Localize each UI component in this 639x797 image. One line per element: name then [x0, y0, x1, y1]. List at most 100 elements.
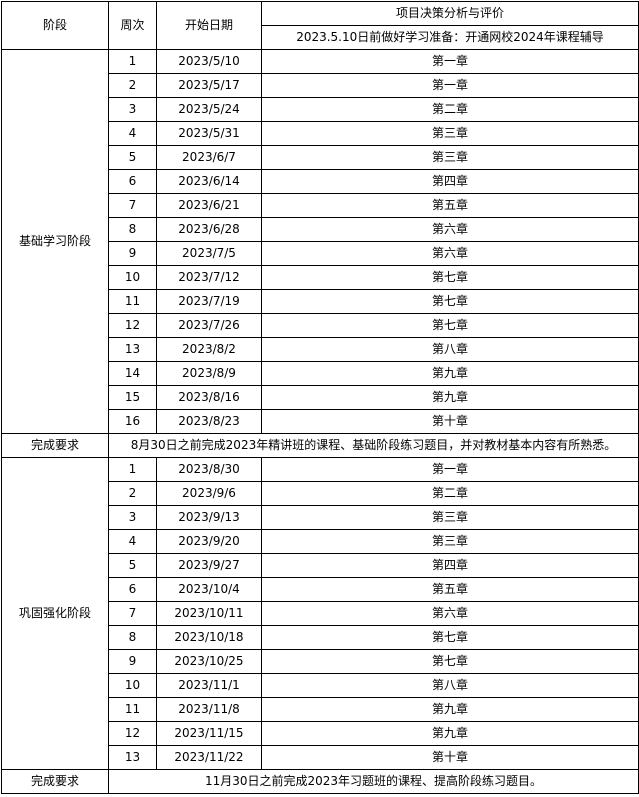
week-cell: 12 — [108, 721, 157, 746]
table-row: 5 2023/9/27 第四章 — [2, 553, 639, 578]
table-row: 基础学习阶段 1 2023/5/10 第一章 — [1, 49, 639, 434]
chapter-cell: 第五章 — [261, 577, 639, 602]
date-cell: 2023/11/8 — [156, 697, 262, 722]
chapter-cell: 第七章 — [261, 649, 639, 674]
chapter-cell: 第四章 — [261, 169, 639, 194]
chapter-cell: 第九章 — [261, 721, 639, 746]
header-prep-note: 2023.5.10日前做好学习准备：开通网校2024年课程辅导 — [261, 25, 639, 50]
date-cell: 2023/8/2 — [156, 337, 262, 362]
chapter-cell: 第五章 — [261, 193, 639, 218]
week-cell: 9 — [108, 241, 157, 266]
chapter-cell: 第三章 — [261, 145, 639, 170]
week-cell: 1 — [108, 457, 157, 482]
table-row: 11 2023/7/19 第七章 — [2, 289, 639, 314]
table-row: 10 2023/11/1 第八章 — [2, 673, 639, 698]
table-row: 2 2023/5/17 第一章 — [2, 73, 639, 98]
table-row: 14 2023/8/9 第九章 — [2, 361, 639, 386]
table-row: 13 2023/8/2 第八章 — [2, 337, 639, 362]
week-cell: 8 — [108, 217, 157, 242]
chapter-cell: 第二章 — [261, 481, 639, 506]
week-cell: 13 — [108, 337, 157, 362]
requirement-label: 完成要求 — [1, 433, 109, 458]
chapter-cell: 第七章 — [261, 625, 639, 650]
table-row: 12 2023/11/15 第九章 — [2, 721, 639, 746]
week-cell: 11 — [108, 697, 157, 722]
date-cell: 2023/7/26 — [156, 313, 262, 338]
date-cell: 2023/9/20 — [156, 529, 262, 554]
table-row: 9 2023/10/25 第七章 — [2, 649, 639, 674]
table-row: 2 2023/9/6 第二章 — [2, 481, 639, 506]
table-row: 6 2023/6/14 第四章 — [2, 169, 639, 194]
date-cell: 2023/10/4 — [156, 577, 262, 602]
chapter-cell: 第三章 — [261, 529, 639, 554]
date-cell: 2023/8/23 — [156, 409, 262, 434]
week-cell: 3 — [108, 505, 157, 530]
chapter-cell: 第九章 — [261, 697, 639, 722]
date-cell: 2023/7/5 — [156, 241, 262, 266]
table-row: 10 2023/7/12 第七章 — [2, 265, 639, 290]
date-cell: 2023/11/1 — [156, 673, 262, 698]
requirement-label: 完成要求 — [1, 769, 109, 794]
date-cell: 2023/10/11 — [156, 601, 262, 626]
table-row: 16 2023/8/23 第十章 — [2, 409, 639, 434]
date-cell: 2023/5/10 — [156, 49, 262, 74]
header-week: 周次 — [108, 1, 157, 50]
requirement-text: 11月30日之前完成2023年习题班的课程、提高阶段练习题目。 — [108, 769, 639, 794]
date-cell: 2023/7/19 — [156, 289, 262, 314]
table-row: 巩固强化阶段 1 2023/8/30 第一章 — [1, 457, 639, 770]
date-cell: 2023/10/25 — [156, 649, 262, 674]
table-row: 8 2023/6/28 第六章 — [2, 217, 639, 242]
week-cell: 1 — [108, 49, 157, 74]
date-cell: 2023/6/7 — [156, 145, 262, 170]
date-cell: 2023/11/22 — [156, 745, 262, 770]
chapter-cell: 第八章 — [261, 337, 639, 362]
table-row: 7 2023/10/11 第六章 — [2, 601, 639, 626]
chapter-cell: 第九章 — [261, 385, 639, 410]
requirement-text: 8月30日之前完成2023年精讲班的课程、基础阶段练习题目，并对教材基本内容有所… — [108, 433, 639, 458]
week-cell: 13 — [108, 745, 157, 770]
chapter-cell: 第四章 — [261, 553, 639, 578]
chapter-cell: 第六章 — [261, 601, 639, 626]
chapter-cell: 第六章 — [261, 241, 639, 266]
chapter-cell: 第一章 — [261, 49, 639, 74]
stage-cell: 巩固强化阶段 — [1, 457, 109, 770]
header-subject: 项目决策分析与评价 — [261, 1, 639, 26]
date-cell: 2023/9/27 — [156, 553, 262, 578]
chapter-cell: 第一章 — [261, 73, 639, 98]
week-cell: 5 — [108, 553, 157, 578]
date-cell: 2023/10/18 — [156, 625, 262, 650]
chapter-cell: 第八章 — [261, 673, 639, 698]
week-cell: 6 — [108, 169, 157, 194]
week-cell: 6 — [108, 577, 157, 602]
chapter-cell: 第三章 — [261, 505, 639, 530]
week-cell: 11 — [108, 289, 157, 314]
date-cell: 2023/6/21 — [156, 193, 262, 218]
week-cell: 7 — [108, 601, 157, 626]
week-cell: 5 — [108, 145, 157, 170]
week-cell: 10 — [108, 265, 157, 290]
chapter-cell: 第一章 — [261, 457, 639, 482]
chapter-cell: 第三章 — [261, 121, 639, 146]
date-cell: 2023/9/13 — [156, 505, 262, 530]
date-cell: 2023/6/28 — [156, 217, 262, 242]
chapter-cell: 第十章 — [261, 409, 639, 434]
date-cell: 2023/8/30 — [156, 457, 262, 482]
week-cell: 8 — [108, 625, 157, 650]
chapter-cell: 第九章 — [261, 361, 639, 386]
table-row: 13 2023/11/22 第十章 — [2, 745, 639, 770]
week-cell: 2 — [108, 73, 157, 98]
chapter-cell: 第六章 — [261, 217, 639, 242]
table-row: 3 2023/5/24 第二章 — [2, 97, 639, 122]
requirement-row: 完成要求 11月30日之前完成2023年习题班的课程、提高阶段练习题目。 — [1, 769, 639, 794]
week-cell: 2 — [108, 481, 157, 506]
chapter-cell: 第七章 — [261, 289, 639, 314]
week-cell: 14 — [108, 361, 157, 386]
date-cell: 2023/8/9 — [156, 361, 262, 386]
date-cell: 2023/6/14 — [156, 169, 262, 194]
requirement-row: 完成要求 8月30日之前完成2023年精讲班的课程、基础阶段练习题目，并对教材基本… — [1, 433, 639, 458]
date-cell: 2023/9/6 — [156, 481, 262, 506]
week-cell: 9 — [108, 649, 157, 674]
week-cell: 10 — [108, 673, 157, 698]
week-cell: 3 — [108, 97, 157, 122]
